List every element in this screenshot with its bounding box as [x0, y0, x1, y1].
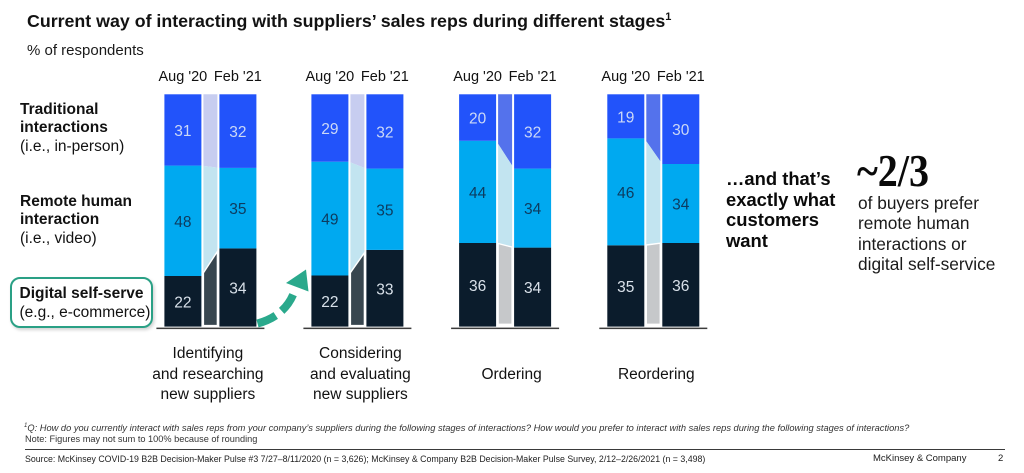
- svg-text:22: 22: [321, 294, 338, 311]
- svg-text:46: 46: [617, 185, 634, 202]
- svg-text:29: 29: [321, 121, 338, 138]
- svg-text:34: 34: [672, 197, 690, 214]
- svg-text:19: 19: [617, 109, 634, 126]
- svg-text:35: 35: [617, 279, 634, 296]
- svg-text:34: 34: [524, 280, 542, 297]
- svg-text:32: 32: [229, 124, 246, 141]
- svg-text:35: 35: [376, 202, 393, 219]
- svg-text:35: 35: [229, 201, 246, 218]
- svg-text:36: 36: [672, 278, 689, 295]
- svg-text:32: 32: [524, 125, 541, 142]
- svg-text:34: 34: [229, 281, 247, 298]
- svg-text:32: 32: [376, 125, 393, 142]
- svg-text:33: 33: [376, 281, 393, 298]
- svg-text:20: 20: [469, 111, 487, 128]
- svg-text:48: 48: [174, 214, 191, 231]
- svg-text:34: 34: [524, 201, 542, 218]
- svg-text:44: 44: [469, 185, 487, 202]
- svg-text:22: 22: [174, 294, 191, 311]
- svg-text:49: 49: [321, 212, 338, 229]
- svg-text:31: 31: [174, 123, 191, 140]
- svg-text:30: 30: [672, 122, 690, 139]
- svg-text:36: 36: [469, 278, 486, 295]
